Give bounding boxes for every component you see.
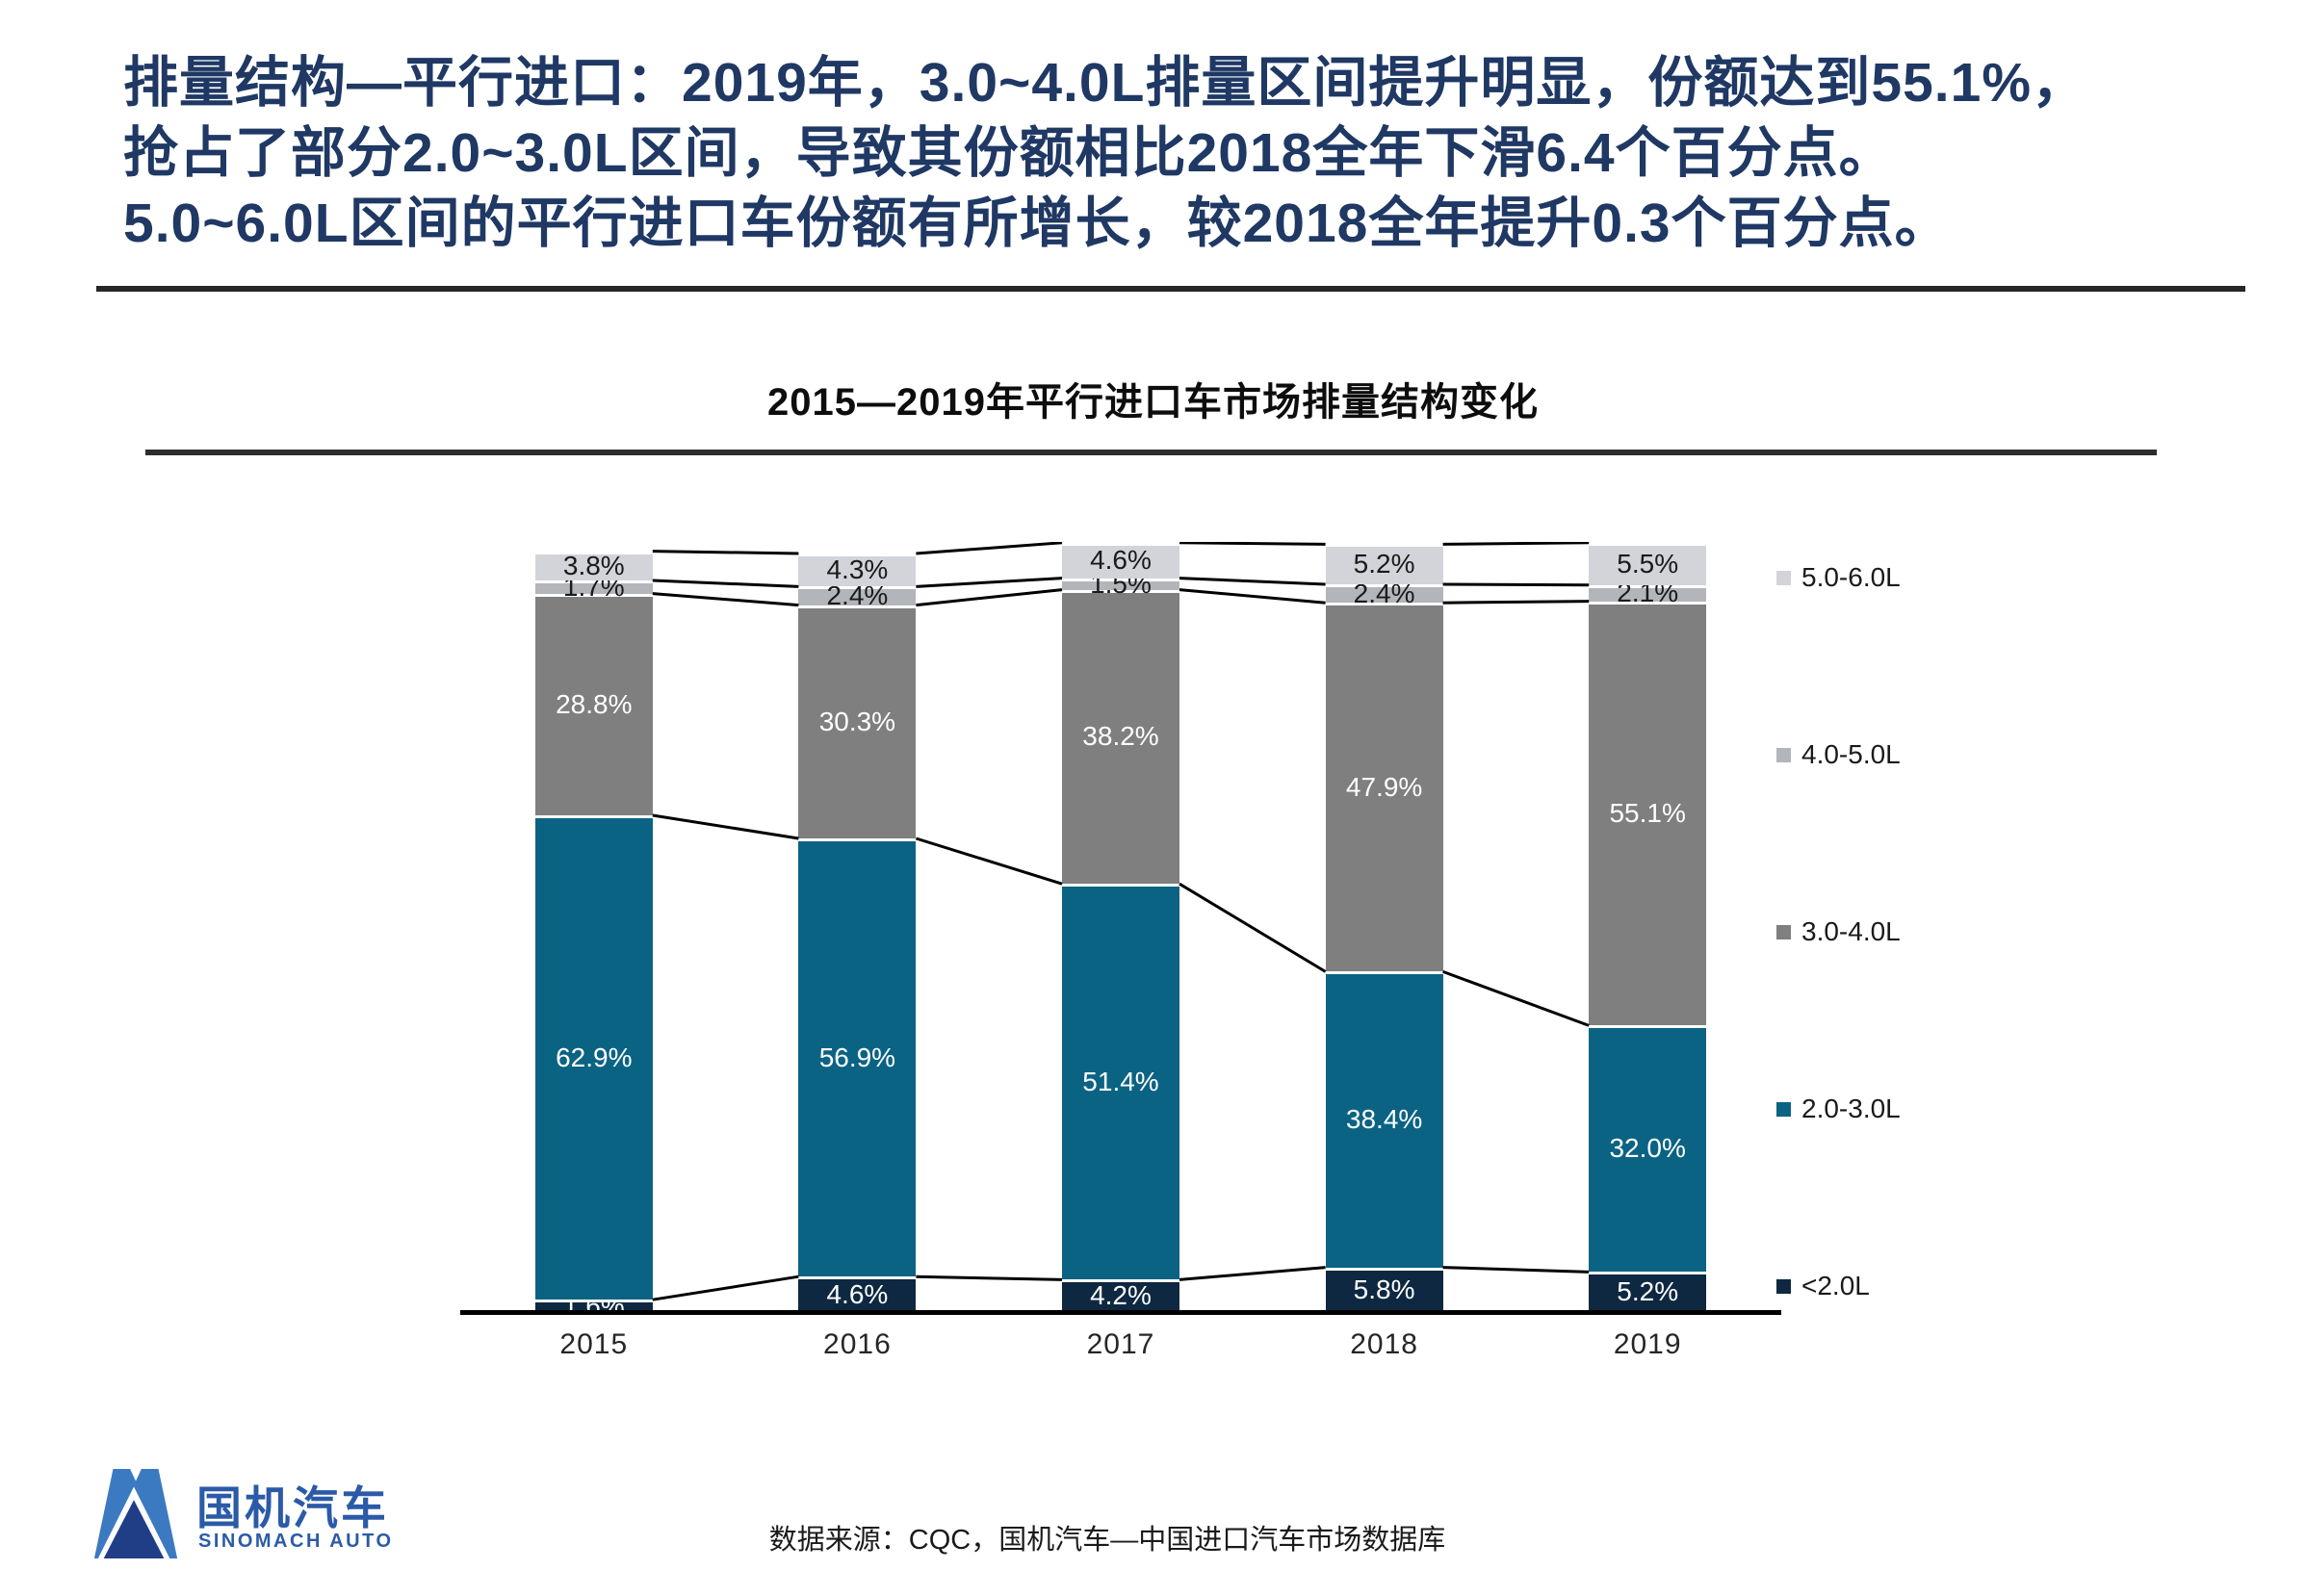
stacked-bar-2016: 4.6% 56.9% 30.3% 2.4% 4.3% — [798, 542, 917, 1312]
bar-segment-2018-<2.0L: 5.8% — [1325, 1267, 1443, 1312]
bar-segment-2019-4.0-5.0L: 2.1% — [1589, 579, 1707, 606]
legend-swatch-icon — [1776, 747, 1791, 762]
segment-value-label: 5.2% — [1617, 1276, 1679, 1307]
legend-swatch-icon — [1776, 1101, 1791, 1117]
legend-item-5.0-6.0L: 5.0-6.0L — [1776, 562, 1901, 593]
x-axis-line — [460, 1310, 1781, 1315]
stacked-bar-2018: 5.8% 38.4% 47.9% 2.4% 5.2% — [1325, 542, 1443, 1312]
stacked-bar-2019: 5.2% 32.0% 55.1% 2.1% 5.5% — [1589, 542, 1707, 1312]
bar-segment-2019-2.0-3.0L: 32.0% — [1589, 1025, 1707, 1273]
page-title: 排量结构—平行进口：2019年，3.0~4.0L排量区间提升明显，份额达到55.… — [123, 48, 2270, 259]
sinomach-logo-icon — [93, 1468, 178, 1559]
bar-segment-2015-3.0-4.0L: 28.8% — [534, 593, 653, 815]
bar-segment-2016-3.0-4.0L: 30.3% — [798, 605, 917, 838]
bar-segment-2017-5.0-6.0L: 4.6% — [1062, 542, 1179, 579]
bar-segment-2017-<2.0L: 4.2% — [1062, 1279, 1179, 1312]
legend-item-3.0-4.0L: 3.0-4.0L — [1776, 916, 1901, 947]
x-axis-label-2016: 2016 — [823, 1328, 892, 1360]
bar-segment-2016-2.0-3.0L: 56.9% — [798, 838, 917, 1277]
bar-segment-2019-5.0-6.0L: 5.5% — [1589, 542, 1707, 585]
segment-value-label: 4.6% — [826, 1278, 889, 1309]
x-axis-label-2017: 2017 — [1086, 1328, 1155, 1360]
bar-segment-2016-5.0-6.0L: 4.3% — [798, 553, 917, 587]
legend-item-2.0-3.0L: 2.0-3.0L — [1776, 1094, 1901, 1124]
x-axis-label-2018: 2018 — [1350, 1328, 1418, 1360]
segment-value-label: 28.8% — [556, 688, 633, 719]
bar-segment-2019-<2.0L: 5.2% — [1589, 1272, 1707, 1312]
segment-value-label: 30.3% — [818, 706, 896, 736]
page-title-line-2: 抢占了部分2.0~3.0L区间，导致其份额相比2018全年下滑6.4个百分点。 — [123, 122, 1895, 184]
chart-title-divider — [145, 450, 2157, 455]
title-divider — [96, 286, 2245, 292]
legend-label: 5.0-6.0L — [1801, 562, 1901, 592]
segment-value-label: 38.2% — [1082, 721, 1159, 752]
legend-swatch-icon — [1776, 1278, 1791, 1294]
segment-value-label: 62.9% — [556, 1042, 633, 1072]
chart-title: 2015—2019年平行进口车市场排量结构变化 — [767, 381, 1539, 424]
logo-text-cn: 国机汽车 — [196, 1482, 389, 1533]
page-title-line-3: 5.0~6.0L区间的平行进口车份额有所增长，较2018全年提升0.3个百分点。 — [123, 193, 1951, 254]
legend-label: 3.0-4.0L — [1801, 916, 1901, 946]
segment-value-label: 5.8% — [1353, 1274, 1415, 1304]
bar-segment-2018-5.0-6.0L: 5.2% — [1325, 544, 1443, 584]
bar-segment-2015-2.0-3.0L: 62.9% — [534, 815, 653, 1300]
segment-value-label: 4.2% — [1090, 1280, 1152, 1311]
x-axis-label-2015: 2015 — [559, 1328, 629, 1360]
segment-value-label: 38.4% — [1345, 1104, 1423, 1135]
segment-value-label: 5.2% — [1353, 549, 1415, 579]
data-source-note: 数据来源：CQC，国机汽车—中国进口汽车市场数据库 — [768, 1525, 1446, 1556]
bar-segment-2018-2.0-3.0L: 38.4% — [1325, 971, 1443, 1268]
segment-value-label: 5.5% — [1617, 548, 1679, 579]
logo-text-en: SINOMACH AUTO — [198, 1531, 394, 1552]
segment-value-label: 32.0% — [1609, 1133, 1686, 1164]
x-axis-label-2019: 2019 — [1613, 1328, 1682, 1360]
bar-segment-2017-3.0-4.0L: 38.2% — [1062, 589, 1179, 885]
chart-legend: 5.0-6.0L 4.0-5.0L 3.0-4.0L 2.0-3.0L <2.0L — [1776, 0, 2065, 1348]
segment-value-label: 4.6% — [1090, 545, 1152, 576]
stacked-bar-2015: 1.6% 62.9% 28.8% 1.7% 3.8% — [534, 542, 653, 1319]
legend-label: 2.0-3.0L — [1801, 1094, 1901, 1123]
segment-value-label: 51.4% — [1082, 1066, 1159, 1096]
legend-item-<2.0L: <2.0L — [1776, 1271, 1870, 1301]
bar-segment-2015-5.0-6.0L: 3.8% — [534, 550, 653, 580]
bar-segment-2017-4.0-5.0L: 1.5% — [1062, 570, 1179, 597]
legend-swatch-icon — [1776, 924, 1791, 940]
bar-segment-2018-4.0-5.0L: 2.4% — [1325, 579, 1443, 606]
bar-segment-2018-3.0-4.0L: 47.9% — [1325, 603, 1443, 972]
stacked-bar-2017: 4.2% 51.4% 38.2% 1.5% 4.6% — [1062, 542, 1179, 1312]
bar-segment-2015-4.0-5.0L: 1.7% — [534, 573, 653, 600]
segment-value-label: 56.9% — [818, 1042, 896, 1072]
bar-segment-2016-<2.0L: 4.6% — [798, 1276, 917, 1312]
segment-value-label: 47.9% — [1345, 771, 1423, 802]
company-logo: 国机汽车 SINOMACH AUTO — [89, 1457, 589, 1573]
bar-segment-2016-4.0-5.0L: 2.4% — [798, 582, 917, 609]
stacked-bar-plot: 1.6% 62.9% 28.8% 1.7% 3.8% 4.6% 56.9% 30.3% 2.4%… — [462, 542, 1779, 1319]
segment-value-label: 3.8% — [562, 550, 625, 580]
legend-swatch-icon — [1776, 570, 1791, 585]
page-title-line-1: 排量结构—平行进口：2019年，3.0~4.0L排量区间提升明显，份额达到55.… — [123, 52, 2088, 114]
legend-item-4.0-5.0L: 4.0-5.0L — [1776, 739, 1901, 770]
segment-value-label: 4.3% — [826, 554, 889, 585]
legend-label: 4.0-5.0L — [1801, 739, 1901, 769]
segment-value-label: 55.1% — [1609, 798, 1686, 828]
legend-label: <2.0L — [1801, 1271, 1870, 1300]
bar-segment-2019-3.0-4.0L: 55.1% — [1589, 601, 1707, 1026]
bar-segment-2017-2.0-3.0L: 51.4% — [1062, 884, 1179, 1280]
